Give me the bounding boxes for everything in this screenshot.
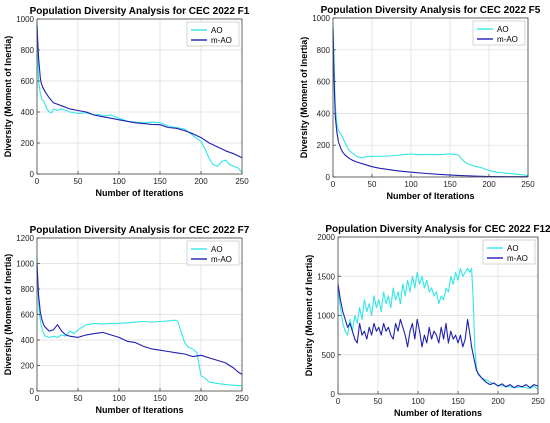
y-tick-label: 0 [326,173,331,182]
y-tick-label: 1200 [16,234,34,243]
x-tick-label: 150 [443,180,457,189]
legend-label-m-ao: m-AO [497,35,518,44]
chart-title: Population Diversity Analysis for CEC 20… [325,224,550,235]
y-tick-label: 1500 [317,272,335,281]
x-tick-label: 0 [35,177,40,186]
y-axis-label: Diversity (Moment of Inertia) [3,36,13,158]
legend: AOm-AO [482,239,536,265]
series-line-ao [36,20,242,172]
y-tick-label: 2000 [317,233,335,242]
y-tick-label: 400 [21,336,35,345]
legend-label-ao: AO [507,244,519,253]
legend-label-ao: AO [497,25,509,34]
y-tick-label: 600 [317,78,331,87]
x-tick-label: 50 [374,397,383,406]
legend-box [472,20,526,46]
chart-panel-3: 0 50 100 150 200 250 0 200 400 600 800 1000 1200Popu… [3,225,250,415]
legend-label-m-ao: m-AO [211,255,232,264]
y-tick-label: 800 [21,285,35,294]
legend-box [186,21,240,47]
axes-frame [36,18,243,175]
legend-label-ao: AO [211,26,223,35]
series-line-ao [36,257,243,387]
legend-label-m-ao: m-AO [211,36,232,45]
series-line-m-ao [36,263,243,375]
y-tick-label: 500 [322,351,336,360]
y-tick-label: 1000 [16,260,34,269]
legend: AOm-AO [186,21,240,47]
x-tick-label: 250 [521,180,535,189]
x-tick-label: 200 [491,397,505,406]
chart-panel-1: 0 50 100 150 200 250 0 200 400 600 800 1000Populati… [3,6,250,198]
y-tick-label: 200 [21,362,35,371]
chart-title: Population Diversity Analysis for CEC 20… [30,225,250,236]
legend-box [186,240,240,266]
x-tick-label: 0 [331,180,336,189]
y-tick-label: 0 [331,390,336,399]
x-tick-label: 200 [194,394,208,403]
x-tick-label: 200 [194,177,208,186]
y-tick-label: 1000 [317,312,335,321]
x-axis-label: Number of Iterations [95,188,183,198]
series-line-m-ao [337,284,539,389]
legend-box [482,239,536,265]
y-tick-label: 1000 [16,15,34,24]
x-axis-label: Number of Iterations [95,405,183,415]
y-tick-label: 0 [30,387,35,396]
legend: AOm-AO [472,20,526,46]
x-tick-label: 100 [112,394,126,403]
chart-panel-4: 0 50 100 150 200 250 0 500 1000 1500 2000Populatio… [304,224,550,418]
chart-panel-2: 0 50 100 150 200 250 0 200 400 600 800 1000Populati… [299,5,541,201]
chart-title: Population Diversity Analysis for CEC 20… [321,5,541,16]
x-tick-label: 0 [35,394,40,403]
y-axis-label: Diversity (Moment of Inertia) [304,255,314,377]
y-axis-label: Diversity (Moment of Inertia) [3,254,13,376]
x-tick-label: 250 [235,394,249,403]
x-tick-label: 150 [153,394,167,403]
legend: AOm-AO [186,240,240,266]
x-axis-label: Number of Iterations [386,191,474,201]
y-tick-label: 600 [21,77,35,86]
y-tick-label: 600 [21,311,35,320]
series-line-m-ao [36,25,243,159]
series-line-ao [332,25,529,176]
x-tick-label: 200 [482,180,496,189]
x-tick-label: 250 [235,177,249,186]
x-axis-label: Number of Iterations [394,408,482,418]
y-tick-label: 800 [317,46,331,55]
series-line-m-ao [332,29,528,178]
x-tick-label: 150 [451,397,465,406]
axes-frame [332,17,529,178]
x-tick-label: 50 [368,180,377,189]
y-tick-label: 200 [317,141,331,150]
x-tick-label: 100 [404,180,418,189]
legend-label-ao: AO [211,245,223,254]
chart-title: Population Diversity Analysis for CEC 20… [30,6,250,17]
y-tick-label: 200 [21,139,35,148]
y-tick-label: 800 [21,46,35,55]
x-tick-label: 50 [74,177,83,186]
x-tick-label: 50 [74,394,83,403]
x-tick-label: 0 [336,397,341,406]
y-tick-label: 1000 [312,14,330,23]
y-tick-label: 400 [317,109,331,118]
x-tick-label: 150 [153,177,167,186]
y-tick-label: 0 [30,170,35,179]
x-tick-label: 100 [411,397,425,406]
series-line-ao [337,267,539,390]
y-axis-label: Diversity (Moment of Inertia) [299,37,309,159]
x-tick-label: 100 [112,177,126,186]
x-tick-label: 250 [531,397,545,406]
y-tick-label: 400 [21,108,35,117]
legend-label-m-ao: m-AO [507,254,528,263]
